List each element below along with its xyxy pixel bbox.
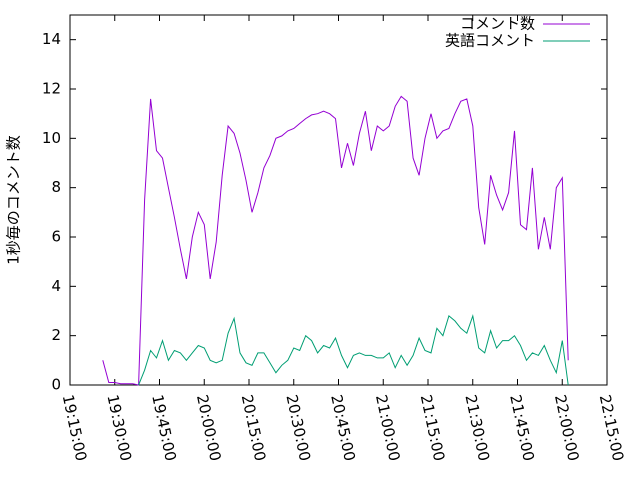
y-tick-label: 8: [51, 178, 61, 196]
x-tick-label: 22:00:00: [551, 393, 583, 463]
series-line: [102, 95, 569, 386]
y-tick-label: 10: [42, 129, 61, 147]
x-tick-label: 20:45:00: [327, 393, 359, 463]
x-tick-label: 19:45:00: [148, 393, 180, 463]
plot-frame: [69, 14, 608, 386]
x-tick-label: 22:15:00: [596, 393, 628, 463]
x-tick-label: 20:15:00: [238, 393, 270, 463]
x-tick-label: 19:15:00: [59, 393, 91, 463]
legend-label: コメント数: [460, 15, 535, 33]
y-tick-label: 14: [42, 30, 61, 48]
x-tick-label: 19:30:00: [103, 393, 135, 463]
x-tick-label: 20:00:00: [193, 393, 225, 463]
y-tick-label: 0: [51, 376, 61, 394]
x-tick-label: 21:45:00: [506, 393, 538, 463]
y-tick-label: 6: [51, 228, 61, 246]
series-line: [138, 313, 569, 386]
y-tick-label: 4: [51, 277, 61, 295]
x-tick-label: 21:15:00: [417, 393, 449, 463]
y-axis-label: 1秒毎のコメント数: [5, 135, 23, 265]
y-tick-label: 12: [42, 80, 61, 98]
x-tick-label: 21:30:00: [461, 393, 493, 463]
x-tick-label: 21:00:00: [372, 393, 404, 463]
y-tick-label: 2: [51, 326, 61, 344]
x-tick-label: 20:30:00: [282, 393, 314, 463]
legend-label: 英語コメント: [445, 32, 535, 50]
